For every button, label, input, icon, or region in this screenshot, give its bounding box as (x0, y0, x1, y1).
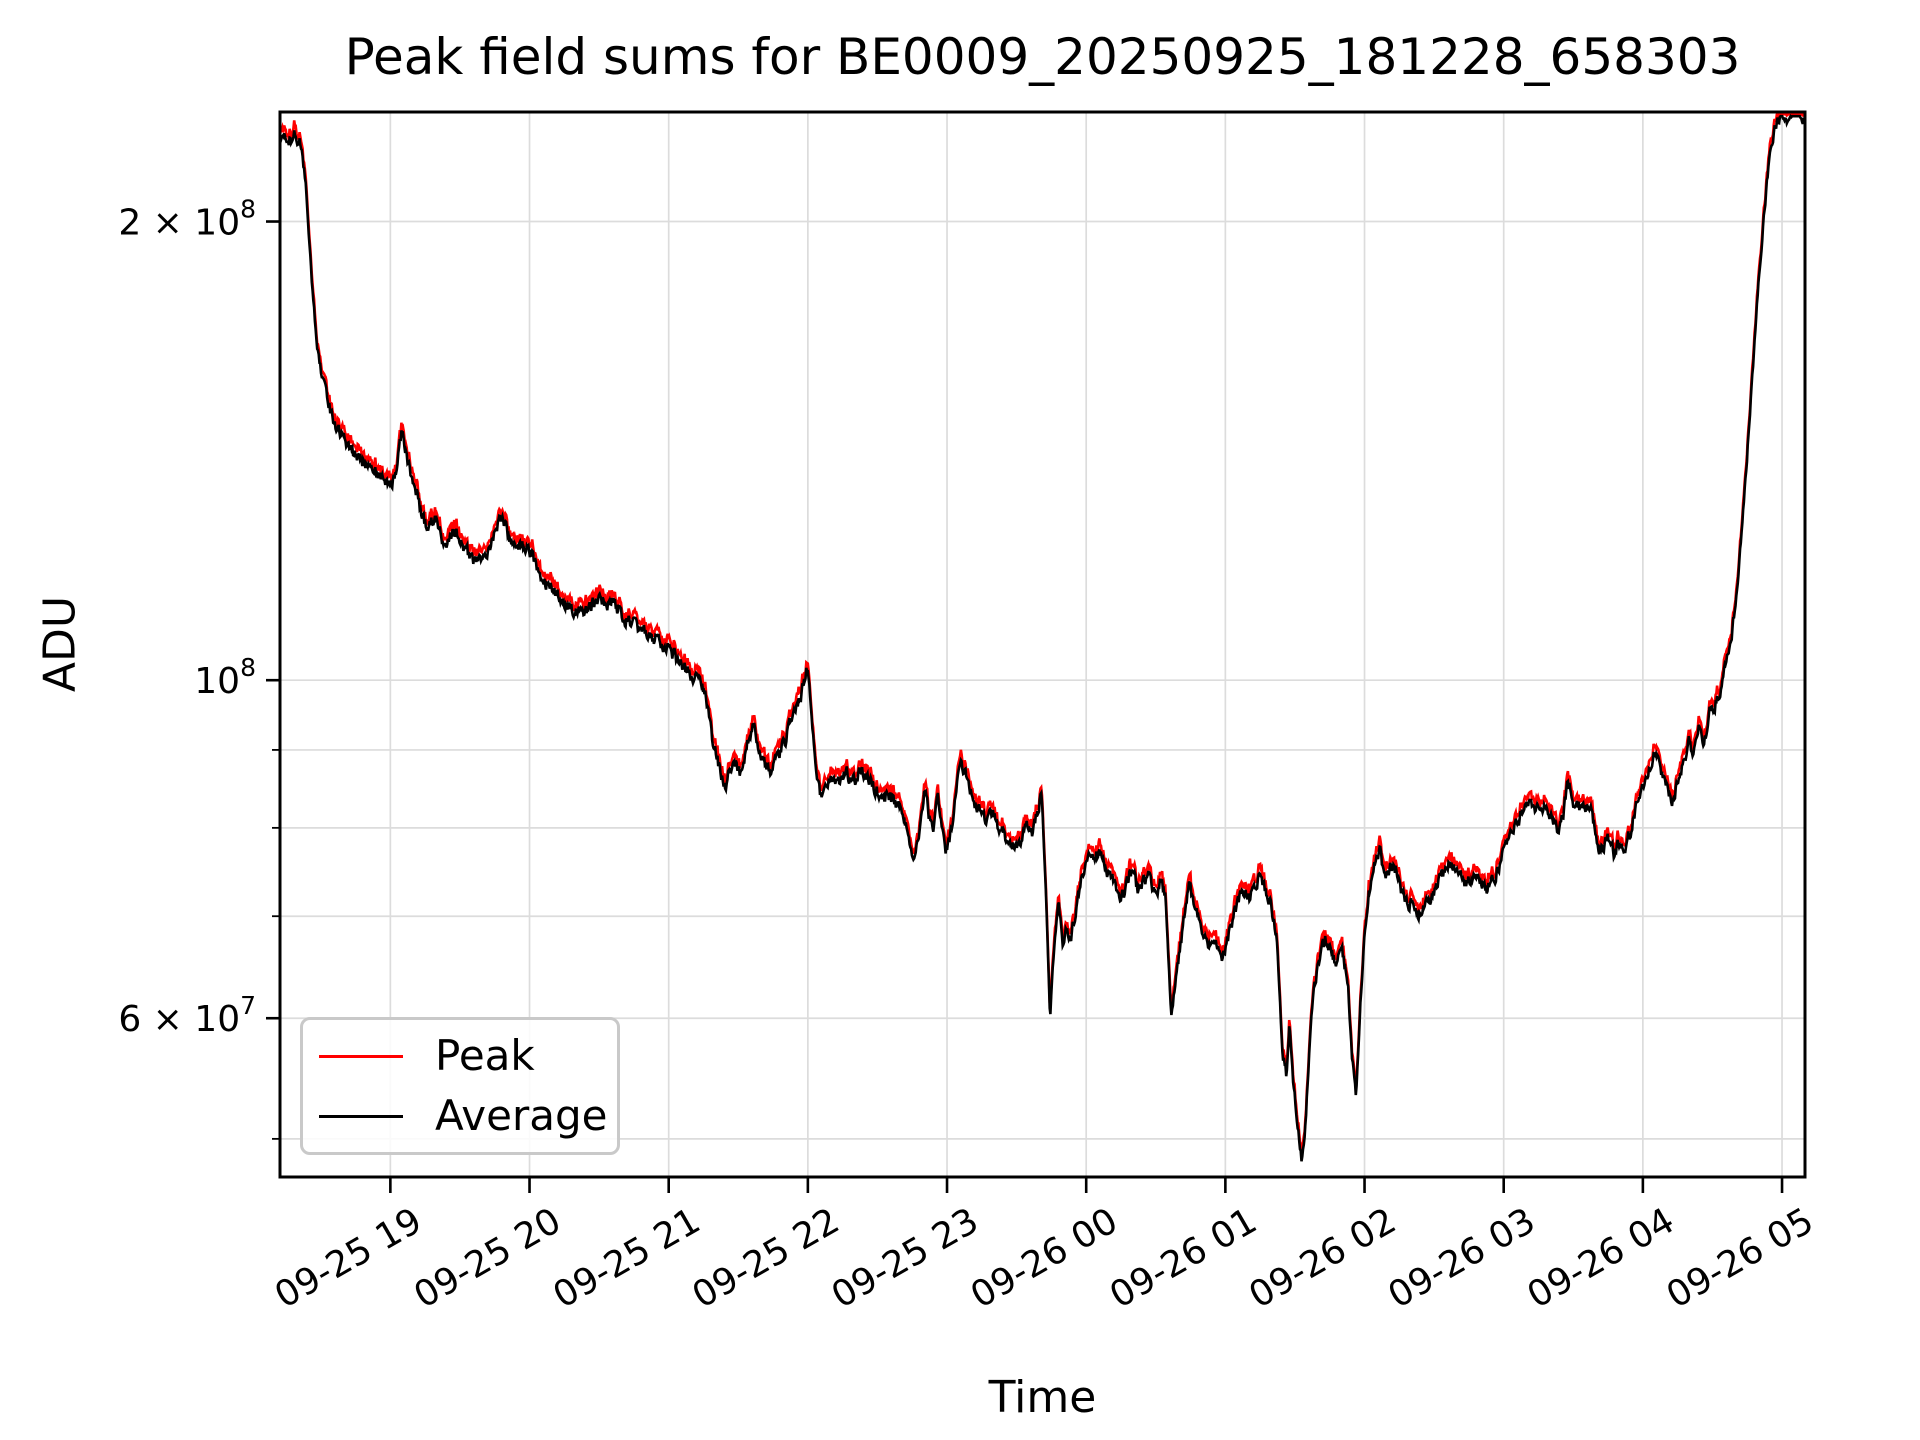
average-series-line (280, 113, 1805, 1162)
gridlines (280, 112, 1805, 1177)
x-tick-label: 09-25 20 (407, 1200, 568, 1316)
legend-label-peak: Peak (435, 1031, 535, 1080)
x-tick-label: 09-26 05 (1660, 1200, 1821, 1316)
y-tick-label: 2 × 108 (118, 195, 256, 244)
x-tick-label: 09-25 19 (268, 1200, 429, 1316)
x-tick-label: 09-25 21 (547, 1200, 708, 1316)
x-axis-label: Time (988, 1372, 1097, 1423)
y-tick-label: 6 × 107 (118, 991, 256, 1040)
x-tick-label: 09-26 02 (1242, 1200, 1403, 1316)
x-tick-label: 09-26 01 (1103, 1200, 1264, 1316)
x-tick-label: 09-25 23 (825, 1200, 986, 1316)
x-tick-label: 09-26 04 (1521, 1200, 1682, 1316)
peak-line-sample (319, 1054, 403, 1058)
y-tick-label: 108 (194, 653, 256, 702)
x-tick-label: 09-26 00 (964, 1200, 1125, 1316)
legend-item-average: Average (319, 1095, 617, 1137)
chart-title: Peak field sums for BE0009_20250925_1812… (344, 28, 1741, 86)
plot-frame (278, 110, 1807, 1179)
series-group (280, 112, 1805, 1162)
y-axis-label: ADU (34, 595, 86, 693)
legend-item-peak: Peak (319, 1035, 617, 1077)
average-line-sample (319, 1114, 403, 1118)
legend: Peak Average (300, 1017, 620, 1155)
x-tick-label: 09-25 22 (686, 1200, 847, 1316)
peak-series-line (280, 112, 1805, 1155)
legend-label-average: Average (435, 1091, 608, 1140)
x-tick-label: 09-26 03 (1382, 1200, 1543, 1316)
